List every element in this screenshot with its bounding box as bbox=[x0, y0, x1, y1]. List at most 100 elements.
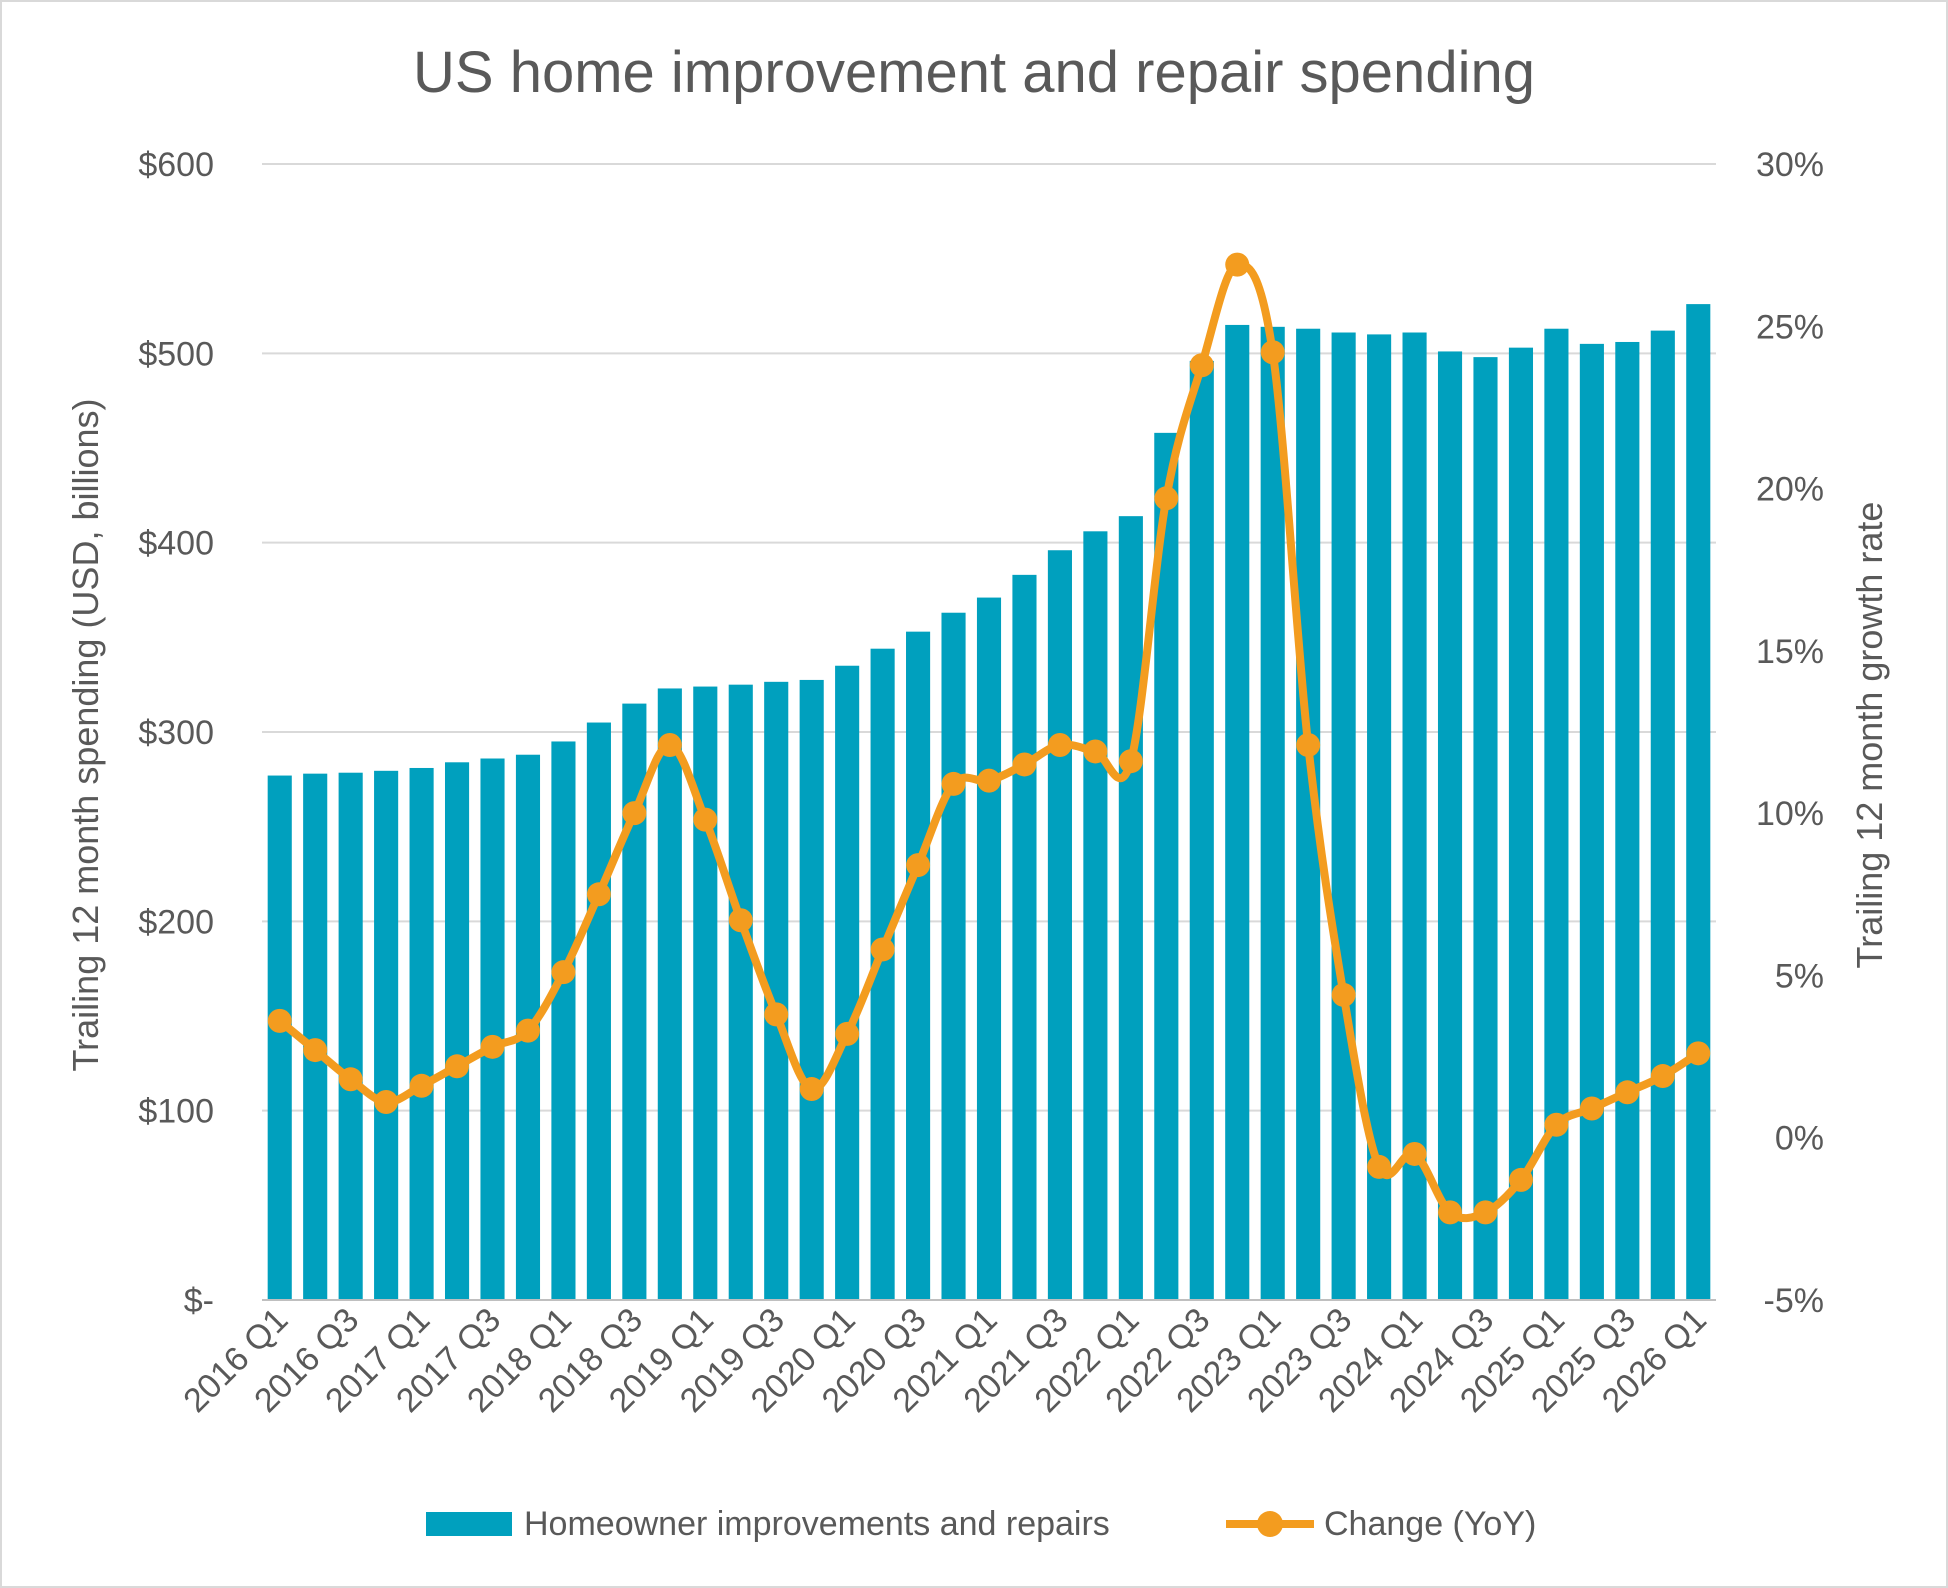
line-series bbox=[267, 252, 1711, 1225]
bar bbox=[1508, 347, 1534, 1300]
bar bbox=[1615, 341, 1640, 1300]
yoy-point bbox=[693, 807, 718, 832]
bar bbox=[1331, 332, 1356, 1300]
bar bbox=[799, 679, 824, 1300]
y2-tick-label: 0% bbox=[1775, 1120, 1824, 1158]
bar bbox=[480, 758, 505, 1300]
yoy-point bbox=[1154, 486, 1179, 511]
yoy-point bbox=[622, 801, 647, 826]
yoy-point bbox=[480, 1034, 505, 1059]
yoy-point bbox=[1544, 1112, 1569, 1137]
yoy-point bbox=[870, 937, 895, 962]
yoy-point bbox=[1225, 252, 1250, 277]
yoy-point bbox=[799, 1077, 824, 1102]
y-tick-label: $100 bbox=[138, 1093, 214, 1131]
yoy-point bbox=[764, 1002, 789, 1027]
bar bbox=[1437, 351, 1463, 1300]
bar bbox=[586, 722, 611, 1300]
bar bbox=[1189, 360, 1214, 1300]
bar bbox=[1579, 343, 1604, 1300]
bar bbox=[551, 741, 576, 1300]
bar bbox=[409, 767, 434, 1300]
right-axis-ticks: -5% 0% 5% 10% 15% 20% 25% 30% bbox=[1756, 146, 1824, 1320]
yoy-point bbox=[1189, 353, 1214, 378]
y-tick-label: $300 bbox=[138, 714, 214, 752]
y-axis-title: Trailing 12 month spending (USD, billion… bbox=[65, 399, 106, 1072]
yoy-point bbox=[1579, 1096, 1604, 1121]
yoy-point bbox=[657, 732, 682, 757]
bar bbox=[1686, 304, 1711, 1300]
bar bbox=[1225, 324, 1250, 1300]
y-tick-label: $400 bbox=[138, 525, 214, 563]
yoy-point bbox=[941, 771, 966, 796]
bar bbox=[693, 686, 718, 1300]
yoy-point bbox=[267, 1008, 292, 1033]
bar bbox=[267, 775, 292, 1300]
bar bbox=[906, 631, 931, 1300]
y2-tick-label: 30% bbox=[1756, 146, 1824, 184]
y2-tick-label: -5% bbox=[1764, 1282, 1824, 1320]
bar bbox=[1047, 550, 1072, 1300]
yoy-point bbox=[1508, 1167, 1533, 1192]
yoy-point bbox=[728, 908, 753, 933]
bar bbox=[1083, 531, 1108, 1300]
bar bbox=[1118, 516, 1143, 1300]
yoy-point bbox=[445, 1054, 470, 1079]
yoy-point bbox=[1260, 340, 1285, 365]
bar bbox=[1473, 357, 1498, 1300]
yoy-point bbox=[1012, 752, 1037, 777]
bar bbox=[835, 665, 860, 1300]
y-tick-label: $600 bbox=[138, 146, 214, 184]
yoy-point bbox=[409, 1073, 434, 1098]
yoy-point bbox=[1296, 732, 1321, 757]
y2-axis-title: Trailing 12 month growth rate bbox=[1849, 502, 1890, 969]
yoy-point bbox=[1473, 1200, 1498, 1225]
bar-series bbox=[267, 304, 1711, 1301]
bar bbox=[1260, 326, 1285, 1300]
bar bbox=[444, 762, 470, 1300]
y2-tick-label: 20% bbox=[1756, 471, 1824, 509]
bar bbox=[1402, 332, 1427, 1300]
bar bbox=[976, 597, 1002, 1300]
y-tick-label: $200 bbox=[138, 903, 214, 941]
yoy-point bbox=[977, 768, 1001, 793]
legend-label-bars: Homeowner improvements and repairs bbox=[524, 1505, 1110, 1543]
yoy-point bbox=[1438, 1200, 1463, 1225]
yoy-point bbox=[551, 960, 576, 985]
yoy-point bbox=[303, 1038, 328, 1063]
bar bbox=[1012, 574, 1037, 1300]
chart-title: US home improvement and repair spending bbox=[413, 40, 1535, 105]
yoy-point bbox=[515, 1018, 540, 1043]
left-axis-ticks: $- $100 $200 $300 $400 $500 $600 bbox=[138, 146, 214, 1320]
bar bbox=[1544, 328, 1569, 1301]
yoy-point bbox=[1083, 739, 1108, 764]
yoy-point bbox=[374, 1090, 399, 1115]
yoy-point bbox=[1402, 1141, 1427, 1166]
yoy-point bbox=[1615, 1080, 1640, 1105]
y2-tick-label: 25% bbox=[1756, 308, 1824, 346]
bar bbox=[941, 612, 966, 1300]
y-tick-label: $500 bbox=[138, 335, 214, 373]
bar bbox=[338, 772, 363, 1300]
yoy-point bbox=[338, 1067, 363, 1092]
yoy-point bbox=[1367, 1154, 1392, 1179]
legend: Homeowner improvements and repairs Chang… bbox=[426, 1505, 1536, 1543]
bar bbox=[1650, 330, 1675, 1300]
y2-tick-label: 5% bbox=[1775, 957, 1824, 995]
yoy-point bbox=[835, 1021, 860, 1046]
yoy-point bbox=[1686, 1041, 1711, 1066]
legend-swatch-marker bbox=[1257, 1511, 1283, 1537]
bar bbox=[728, 684, 753, 1300]
y2-tick-label: 10% bbox=[1756, 795, 1824, 833]
y-tick-label: $- bbox=[184, 1282, 214, 1320]
yoy-point bbox=[586, 882, 611, 907]
bar bbox=[657, 688, 682, 1300]
yoy-point bbox=[906, 853, 931, 878]
legend-swatch-bars bbox=[426, 1512, 512, 1536]
yoy-point bbox=[1047, 732, 1072, 757]
y2-tick-label: 15% bbox=[1756, 633, 1824, 671]
yoy-point bbox=[1650, 1064, 1675, 1089]
yoy-point bbox=[1118, 749, 1143, 774]
